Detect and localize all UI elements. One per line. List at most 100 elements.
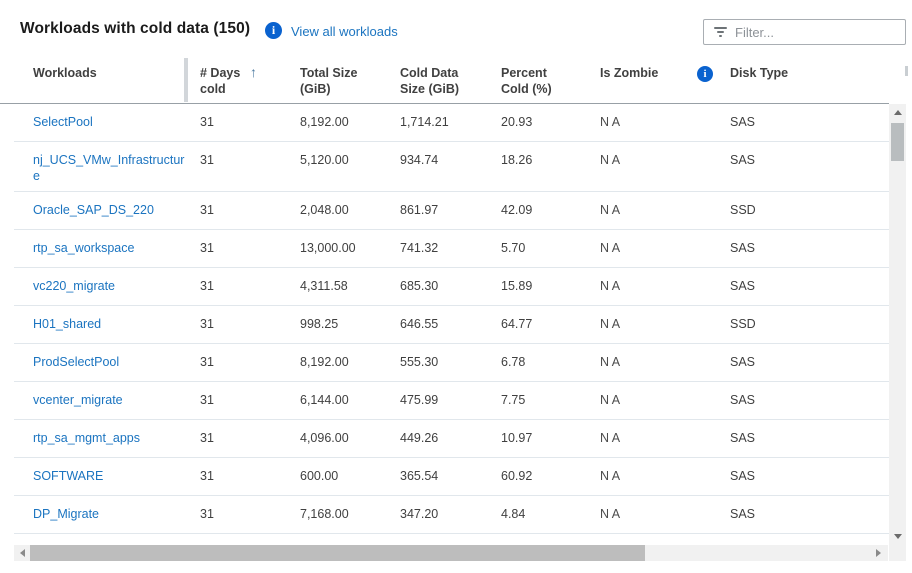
percent-cold-cell: 18.26 bbox=[501, 153, 533, 167]
workload-link[interactable]: rtp_sa_workspace bbox=[33, 241, 135, 255]
days-cold-cell: 31 bbox=[200, 469, 214, 483]
cold-data-size-cell: 347.20 bbox=[400, 507, 439, 521]
column-header-cold-data-size[interactable]: Cold Data Size (GiB) bbox=[400, 66, 460, 96]
days-cold-cell: 31 bbox=[200, 241, 214, 255]
view-all-workloads-link[interactable]: View all workloads bbox=[291, 24, 398, 39]
column-header-disk-type[interactable]: Disk Type bbox=[730, 66, 789, 80]
filter-input[interactable] bbox=[733, 23, 905, 41]
column-divider[interactable] bbox=[184, 58, 188, 102]
percent-cold-cell: 60.92 bbox=[501, 469, 533, 483]
disk-type-cell: SAS bbox=[730, 469, 756, 483]
scroll-down-button[interactable] bbox=[889, 528, 906, 545]
table-row: SOFTWARE 31 600.00 365.54 60.92 N A SAS bbox=[14, 458, 889, 496]
percent-cold-cell: 15.89 bbox=[501, 279, 533, 293]
scroll-left-icon bbox=[19, 549, 25, 557]
table-body: SelectPool 31 8,192.00 1,714.21 20.93 N … bbox=[0, 104, 889, 534]
workload-link[interactable]: ProdSelectPool bbox=[33, 355, 120, 369]
percent-cold-cell: 64.77 bbox=[501, 317, 533, 331]
total-size-cell: 8,192.00 bbox=[300, 355, 349, 369]
table-row: rtp_sa_workspace 31 13,000.00 741.32 5.7… bbox=[14, 230, 889, 268]
percent-cold-cell: 5.70 bbox=[501, 241, 526, 255]
percent-cold-cell: 6.78 bbox=[501, 355, 526, 369]
column-header-percent-cold[interactable]: Percent Cold (%) bbox=[501, 66, 552, 96]
cold-data-size-cell: 475.99 bbox=[400, 393, 439, 407]
workload-link[interactable]: SOFTWARE bbox=[33, 469, 104, 483]
total-size-cell: 4,096.00 bbox=[300, 431, 349, 445]
disk-type-cell: SSD bbox=[730, 317, 756, 331]
column-header-is-zombie[interactable]: Is Zombie bbox=[600, 66, 659, 80]
days-cold-cell: 31 bbox=[200, 115, 214, 129]
is-zombie-cell: N A bbox=[600, 431, 621, 445]
column-header-days-cold[interactable]: # Days cold bbox=[200, 66, 241, 96]
table-row: rtp_sa_mgmt_apps 31 4,096.00 449.26 10.9… bbox=[14, 420, 889, 458]
percent-cold-cell: 4.84 bbox=[501, 507, 526, 521]
disk-type-cell: SAS bbox=[730, 507, 756, 521]
scroll-down-icon bbox=[893, 534, 902, 539]
table-row: vc220_migrate 31 4,311.58 685.30 15.89 N… bbox=[14, 268, 889, 306]
title-info-icon[interactable]: i bbox=[265, 22, 282, 39]
table-row: H01_shared 31 998.25 646.55 64.77 N A SS… bbox=[14, 306, 889, 344]
scroll-right-icon bbox=[875, 549, 881, 557]
disk-type-cell: SAS bbox=[730, 241, 756, 255]
scroll-left-button[interactable] bbox=[14, 545, 30, 561]
sort-ascending-icon[interactable]: ↑ bbox=[250, 64, 257, 80]
column-header-workloads[interactable]: Workloads bbox=[33, 66, 97, 80]
column-header-total-size[interactable]: Total Size (GiB) bbox=[300, 66, 358, 96]
partial-next-column bbox=[905, 66, 908, 76]
table-row: vcenter_migrate 31 6,144.00 475.99 7.75 … bbox=[14, 382, 889, 420]
disk-type-cell: SAS bbox=[730, 355, 756, 369]
cold-data-size-cell: 365.54 bbox=[400, 469, 439, 483]
scroll-up-button[interactable] bbox=[889, 104, 906, 121]
total-size-cell: 6,144.00 bbox=[300, 393, 349, 407]
disk-type-cell: SAS bbox=[730, 431, 756, 445]
percent-cold-cell: 10.97 bbox=[501, 431, 533, 445]
is-zombie-cell: N A bbox=[600, 153, 621, 167]
table-row: ProdSelectPool 31 8,192.00 555.30 6.78 N… bbox=[14, 344, 889, 382]
horizontal-scrollbar-thumb[interactable] bbox=[30, 545, 645, 561]
workload-link[interactable]: rtp_sa_mgmt_apps bbox=[33, 431, 141, 445]
cold-data-size-cell: 555.30 bbox=[400, 355, 439, 369]
cold-data-size-cell: 449.26 bbox=[400, 431, 439, 445]
is-zombie-cell: N A bbox=[600, 469, 621, 483]
vertical-scrollbar-thumb[interactable] bbox=[891, 123, 904, 161]
cold-data-size-cell: 685.30 bbox=[400, 279, 439, 293]
scrollbar-corner bbox=[889, 545, 906, 561]
total-size-cell: 13,000.00 bbox=[300, 241, 356, 255]
workload-link[interactable]: vc220_migrate bbox=[33, 279, 115, 293]
disk-type-cell: SAS bbox=[730, 115, 756, 129]
total-size-cell: 4,311.58 bbox=[300, 279, 348, 293]
table-header: Workloads # Days cold ↑ Total Size (GiB)… bbox=[0, 56, 908, 104]
is-zombie-cell: N A bbox=[600, 393, 621, 407]
filter-icon bbox=[713, 26, 727, 38]
disk-type-cell: SAS bbox=[730, 153, 756, 167]
cold-data-size-cell: 646.55 bbox=[400, 317, 439, 331]
is-zombie-cell: N A bbox=[600, 115, 621, 129]
percent-cold-cell: 7.75 bbox=[501, 393, 526, 407]
horizontal-scrollbar[interactable] bbox=[14, 545, 888, 561]
scroll-right-button[interactable] bbox=[870, 545, 886, 561]
total-size-cell: 5,120.00 bbox=[300, 153, 349, 167]
disk-type-cell: SAS bbox=[730, 393, 756, 407]
is-zombie-cell: N A bbox=[600, 507, 621, 521]
total-size-cell: 7,168.00 bbox=[300, 507, 349, 521]
days-cold-cell: 31 bbox=[200, 507, 214, 521]
days-cold-cell: 31 bbox=[200, 203, 214, 217]
days-cold-cell: 31 bbox=[200, 431, 214, 445]
is-zombie-cell: N A bbox=[600, 203, 621, 217]
table-row: Oracle_SAP_DS_220 31 2,048.00 861.97 42.… bbox=[14, 192, 889, 230]
vertical-scrollbar[interactable] bbox=[889, 104, 906, 545]
workload-link[interactable]: H01_shared bbox=[33, 317, 102, 331]
disk-type-cell: SSD bbox=[730, 203, 756, 217]
zombie-info-icon[interactable]: i bbox=[697, 66, 713, 82]
days-cold-cell: 31 bbox=[200, 355, 214, 369]
workload-link[interactable]: SelectPool bbox=[33, 115, 93, 129]
page-title: Workloads with cold data (150) bbox=[20, 20, 251, 37]
workload-link[interactable]: DP_Migrate bbox=[33, 507, 99, 521]
filter-box[interactable] bbox=[703, 19, 906, 45]
workload-link[interactable]: vcenter_migrate bbox=[33, 393, 123, 407]
total-size-cell: 998.25 bbox=[300, 317, 339, 331]
workload-link[interactable]: nj_UCS_VMw_Infrastructure bbox=[33, 153, 185, 183]
workload-link[interactable]: Oracle_SAP_DS_220 bbox=[33, 203, 154, 217]
total-size-cell: 8,192.00 bbox=[300, 115, 349, 129]
